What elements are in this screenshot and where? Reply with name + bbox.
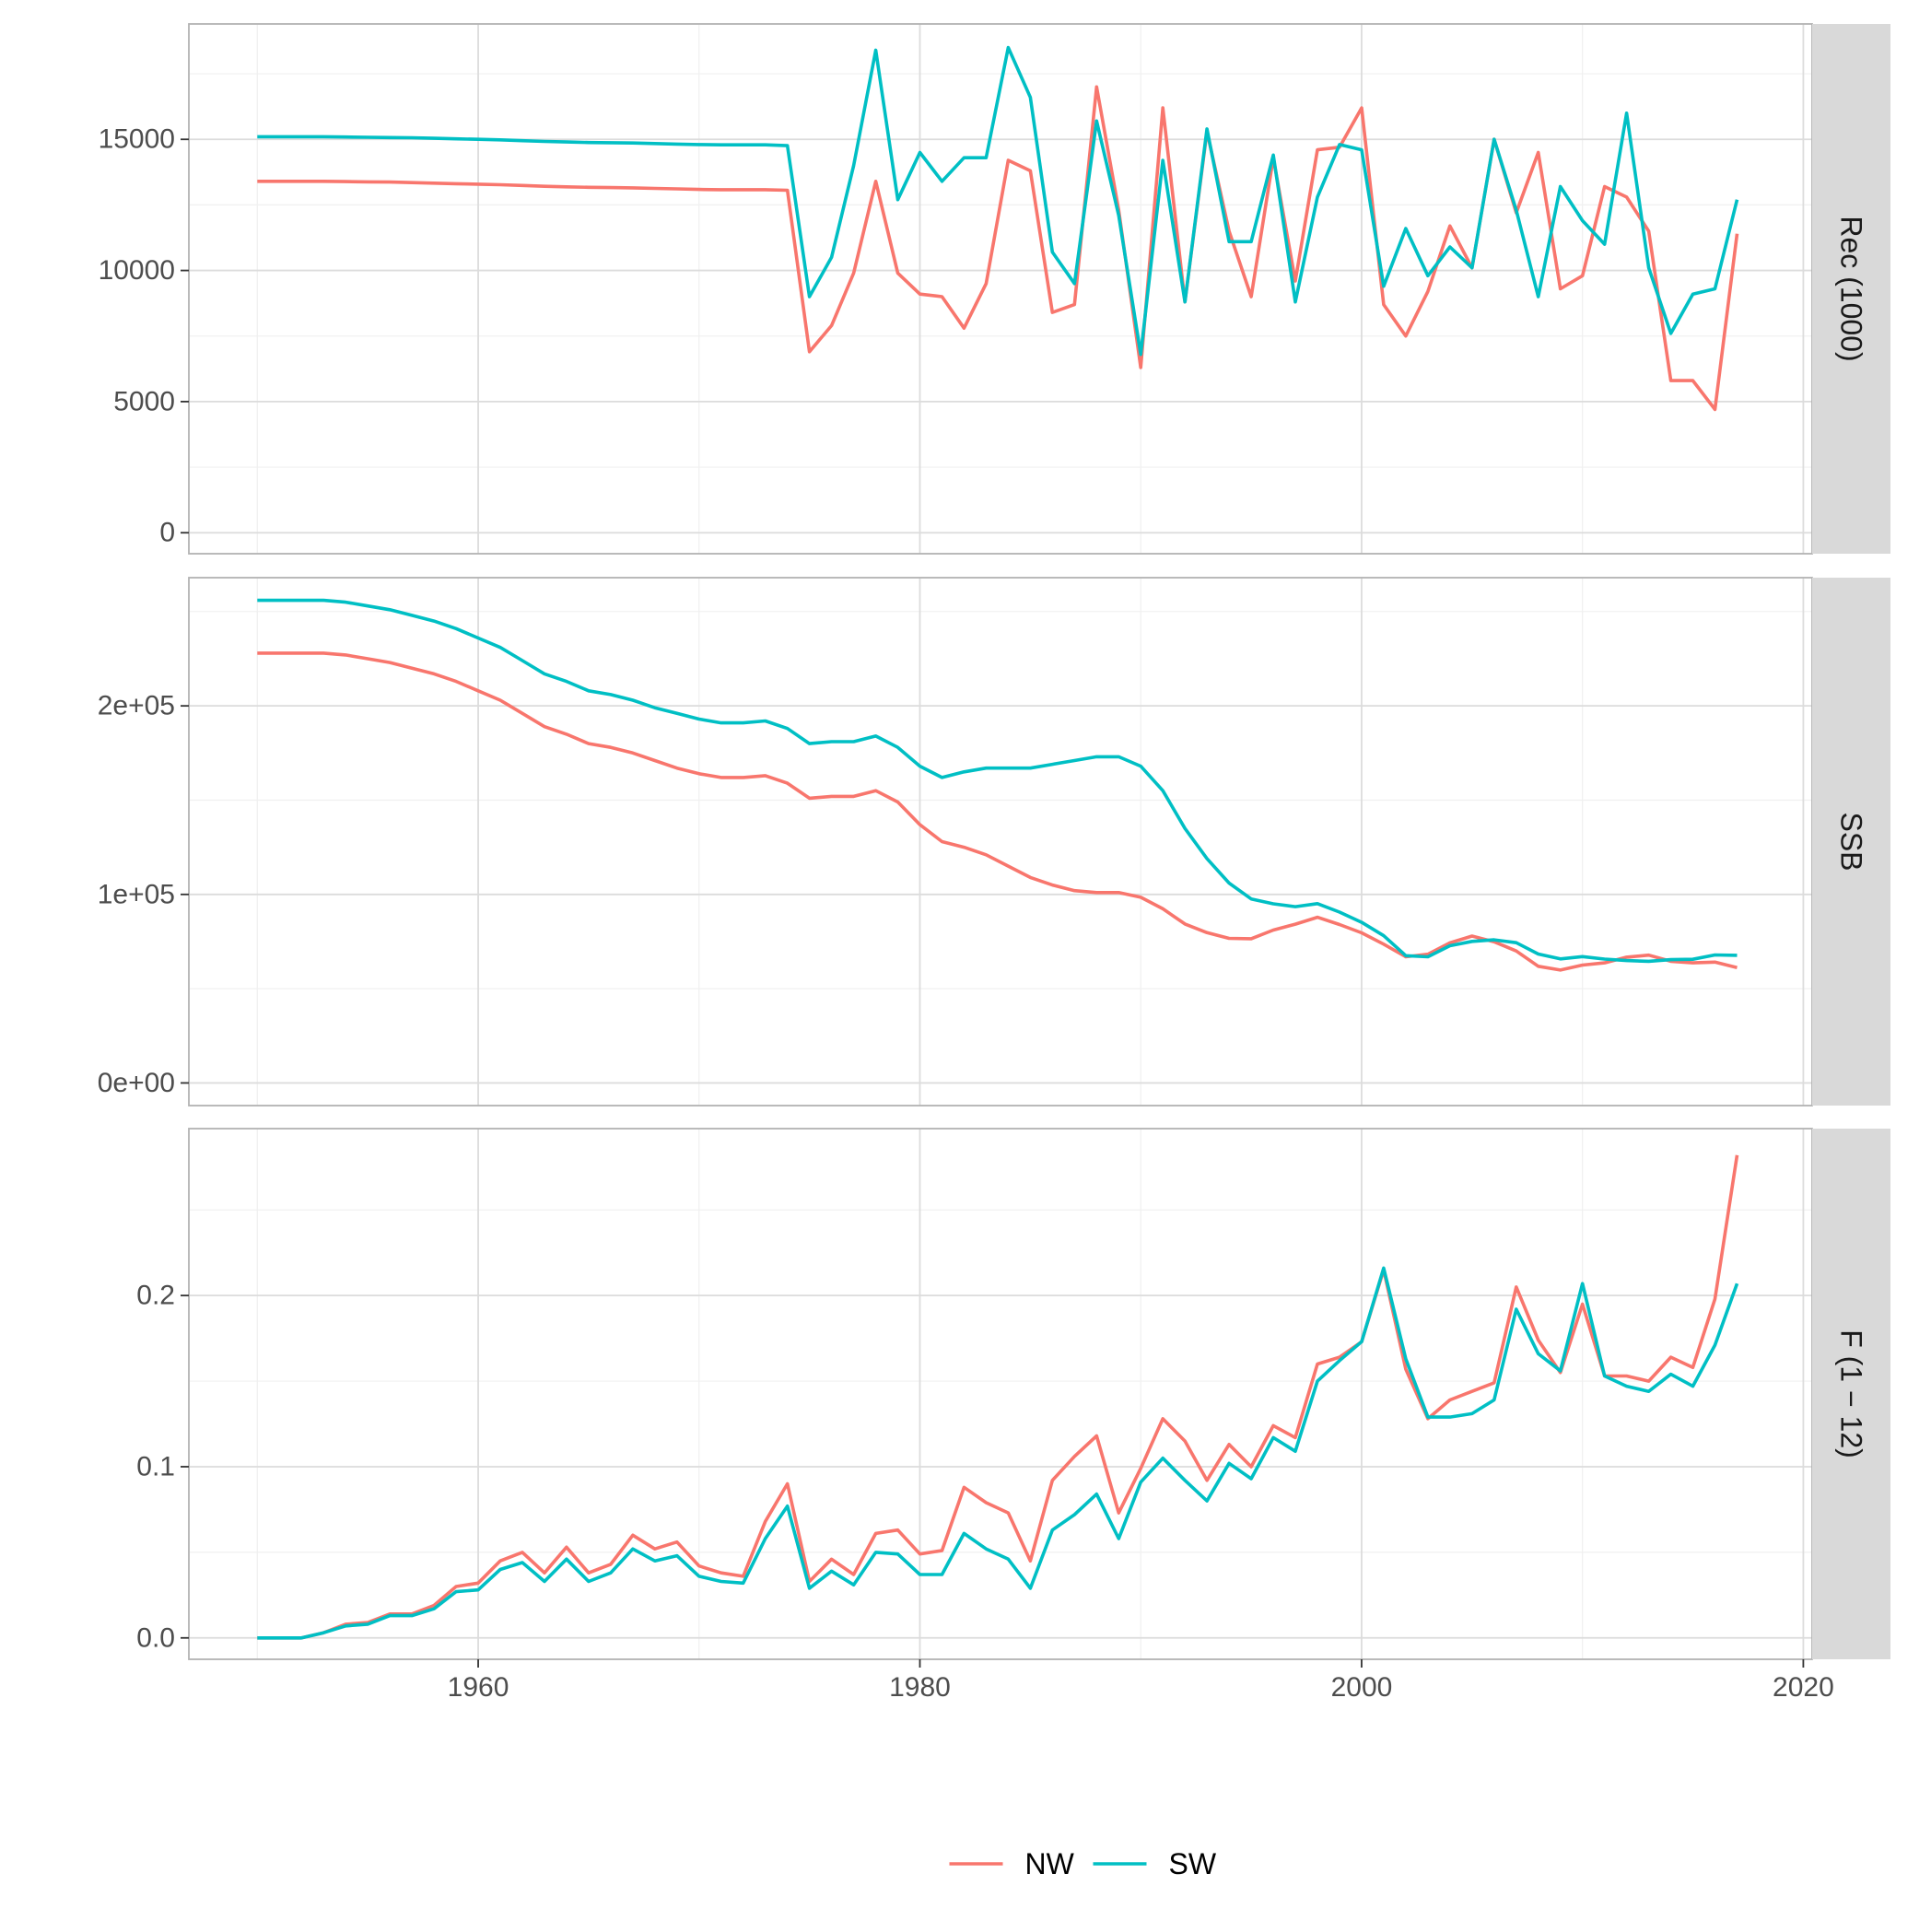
panel-background <box>189 24 1812 554</box>
panel-2: 0e+00 1e+05 2e+05 SSB <box>98 577 1890 1107</box>
y-tick-label: 0.2 <box>136 1281 175 1311</box>
y-tick-label: 0.1 <box>136 1451 175 1481</box>
series-line-sw <box>257 45 1739 357</box>
panel-background <box>189 578 1812 1106</box>
legend-label: SW <box>1169 1847 1217 1880</box>
x-tick-label: 2020 <box>1773 1672 1834 1703</box>
facet-strip <box>1812 578 1890 1106</box>
y-tick-label: 1e+05 <box>98 879 175 909</box>
y-tick-label: 2e+05 <box>98 691 175 721</box>
legend-label: NW <box>1025 1847 1075 1880</box>
y-tick-label: 5000 <box>113 386 175 416</box>
x-tick-label: 1980 <box>889 1672 951 1703</box>
facet-strip <box>1812 24 1890 554</box>
facet-strip-label: F (1 − 12) <box>1835 1329 1868 1458</box>
panel-3: 0.0 0.1 0.2 F (1 − 12) <box>136 1128 1890 1660</box>
panels-layer: 0 5000 10000 15000 Rec (1000) 0e+00 1e+05 2e+05… <box>98 23 1890 1660</box>
facet-strip-label: Rec (1000) <box>1835 216 1868 361</box>
series-line-sw <box>257 598 1738 964</box>
panel-1: 0 5000 10000 15000 Rec (1000) <box>99 23 1890 555</box>
facet-strip <box>1812 1129 1890 1659</box>
legend-item-nw: NW <box>949 1847 1075 1880</box>
series-line-nw <box>257 1154 1739 1640</box>
facet-strip-label: SSB <box>1835 812 1868 871</box>
y-tick-label: 15000 <box>99 124 175 155</box>
y-tick-label: 10000 <box>99 255 175 286</box>
x-axis: 1960 1980 2000 2020 <box>448 1659 1834 1703</box>
x-tick-label: 1960 <box>448 1672 509 1703</box>
y-tick-label: 0e+00 <box>98 1068 175 1098</box>
x-tick-label: 2000 <box>1331 1672 1393 1703</box>
y-tick-label: 0 <box>159 518 175 548</box>
y-tick-label: 0.0 <box>136 1622 175 1653</box>
legend: NW SW <box>949 1847 1217 1880</box>
series-line-sw <box>257 1266 1739 1640</box>
panel-background <box>189 1129 1812 1659</box>
legend-item-sw: SW <box>1093 1847 1217 1880</box>
